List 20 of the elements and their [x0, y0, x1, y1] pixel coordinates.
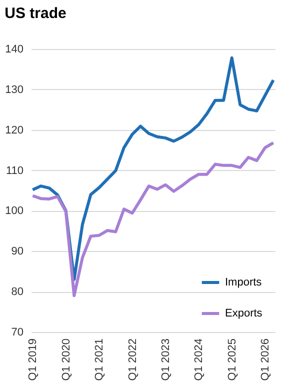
y-tick-label: 100 — [5, 205, 24, 218]
x-tick-label: Q1 2019 — [27, 338, 40, 381]
x-tick-label: Q1 2023 — [160, 338, 172, 381]
y-tick-label: 140 — [5, 44, 24, 56]
y-tick-label: 130 — [5, 84, 24, 96]
line-series — [31, 141, 275, 298]
x-tick-label: Q1 2021 — [94, 338, 106, 381]
y-tick-label: 80 — [11, 286, 24, 298]
x-tick-label: Q1 2024 — [193, 338, 206, 381]
x-tick-label: Q1 2025 — [226, 338, 238, 381]
y-tick-label: 90 — [11, 246, 24, 258]
x-tick-label: Q1 2022 — [126, 338, 139, 381]
legend-label: Imports — [225, 276, 262, 288]
x-tick-label: Q1 2020 — [60, 338, 72, 381]
chart-title: US trade — [4, 5, 66, 22]
legend-label: Exports — [225, 308, 263, 320]
y-tick-label: 120 — [5, 124, 24, 136]
y-tick-label: 70 — [11, 326, 24, 338]
y-tick-label: 110 — [6, 164, 24, 177]
x-tick-label: Q1 2026 — [260, 338, 272, 381]
